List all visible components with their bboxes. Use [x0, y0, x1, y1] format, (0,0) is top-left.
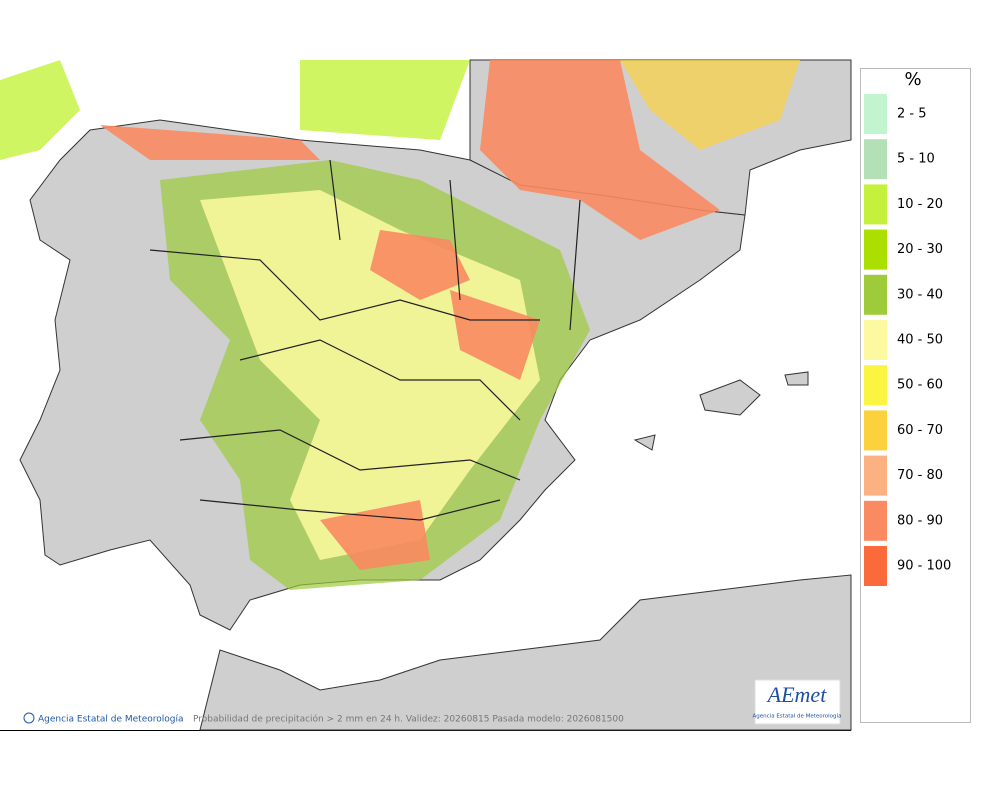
- logo-subtitle: Agencia Estatal de Meteorología: [753, 713, 842, 720]
- legend-label: 70 - 80: [897, 468, 943, 483]
- logo-box: [754, 679, 841, 725]
- legend-swatch: [864, 365, 887, 406]
- logo: AEmet Agencia Estatal de Meteorología: [753, 679, 842, 725]
- legend-label: 2 - 5: [897, 107, 927, 122]
- legend-label: 30 - 40: [897, 287, 943, 302]
- legend-label: 90 - 100: [897, 559, 951, 574]
- credit: Agencia Estatal de Meteorología: [38, 715, 184, 725]
- legend-label: 10 - 20: [897, 197, 943, 212]
- legend-swatch: [864, 274, 887, 315]
- legend-swatch: [864, 546, 887, 586]
- africa-land: [199, 574, 852, 731]
- legend-swatch: [864, 500, 887, 541]
- balearic: [633, 371, 809, 451]
- legend-label: 20 - 30: [897, 242, 943, 257]
- legend-swatch: [864, 455, 887, 496]
- caption: Probabilidad de precipitación > 2 mm en …: [193, 714, 624, 725]
- legend-swatch: [864, 94, 887, 134]
- legend-label: 80 - 90: [897, 513, 943, 528]
- legend-label: 5 - 10: [897, 152, 935, 167]
- legend-swatch: [864, 184, 887, 225]
- copyright-icon: [23, 712, 35, 724]
- legend-label: 50 - 60: [897, 378, 943, 393]
- logo-name: AEmet: [766, 682, 828, 707]
- legend-title: %: [904, 69, 921, 90]
- map: [0, 59, 852, 731]
- legend-swatch: [864, 320, 887, 360]
- legend: % 2 - 5 5 - 10 10 - 20 20 - 30 30 - 40 40 - 5…: [860, 68, 971, 723]
- legend-swatch: [864, 229, 887, 270]
- legend-label: 60 - 70: [897, 423, 943, 438]
- legend-swatch: [864, 139, 887, 180]
- legend-swatch: [864, 410, 887, 451]
- legend-label: 40 - 50: [897, 333, 943, 348]
